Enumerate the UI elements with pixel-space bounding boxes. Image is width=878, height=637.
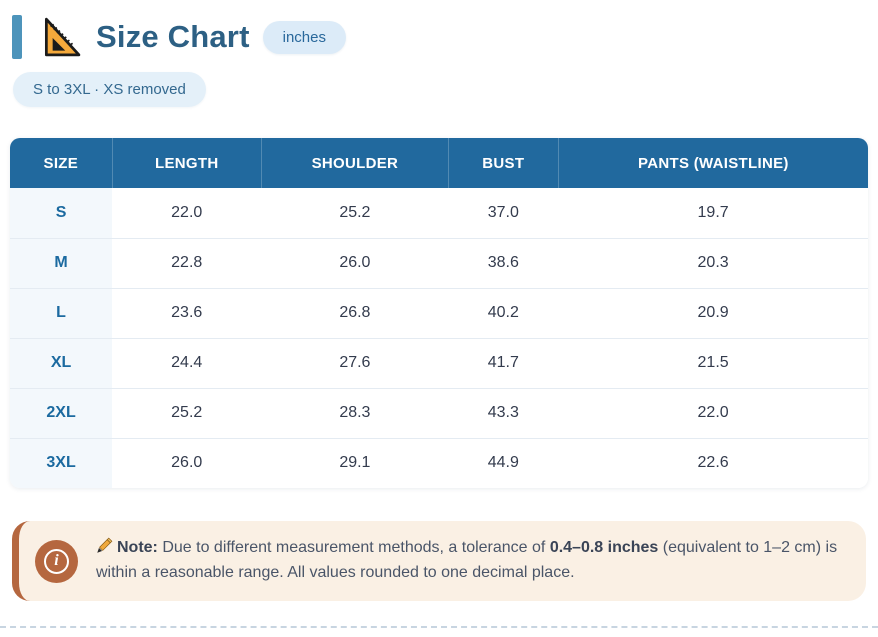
column-header-shoulder: SHOULDER <box>260 138 449 188</box>
bust-value: 43.3 <box>448 387 559 438</box>
size-label: 2XL <box>10 387 113 438</box>
bust-value: 37.0 <box>448 188 559 238</box>
table-row: 2XL 25.2 28.3 43.3 22.0 <box>10 387 868 438</box>
shoulder-value: 28.3 <box>261 387 449 438</box>
note-label: Note: <box>117 539 158 557</box>
length-value: 24.4 <box>112 337 262 388</box>
shoulder-value: 26.8 <box>261 287 449 338</box>
table-header-row: SIZE LENGTH SHOULDER BUST PANTS (WAISTLI… <box>10 138 868 188</box>
bust-value: 38.6 <box>448 237 559 288</box>
column-header-length: LENGTH <box>111 138 262 188</box>
size-label: 3XL <box>10 437 113 488</box>
shoulder-value: 29.1 <box>261 437 449 488</box>
table-row: S 22.0 25.2 37.0 19.7 <box>10 188 868 238</box>
column-header-size: SIZE <box>10 138 113 188</box>
length-value: 25.2 <box>112 387 262 438</box>
pants-value: 20.3 <box>558 237 868 288</box>
size-range-badge: S to 3XL · XS removed <box>13 72 206 107</box>
page-title: Size Chart <box>96 19 250 54</box>
bust-value: 40.2 <box>448 287 559 338</box>
dashed-divider <box>0 626 878 628</box>
unit-badge[interactable]: inches <box>262 20 346 54</box>
pants-value: 22.0 <box>558 387 868 438</box>
note-segment: (equivalent to 1–2 cm) is within a reaso… <box>96 539 838 581</box>
shoulder-value: 26.0 <box>261 237 449 288</box>
note-text: Note: Due to different measurement metho… <box>96 536 842 586</box>
pants-value: 20.9 <box>558 287 868 338</box>
size-label: M <box>10 237 113 288</box>
length-value: 22.8 <box>112 237 262 288</box>
shoulder-value: 25.2 <box>261 188 449 238</box>
size-label: S <box>10 188 113 238</box>
pants-value: 21.5 <box>558 337 868 388</box>
triangle-ruler-icon <box>44 17 81 57</box>
column-header-pants: PANTS (WAISTLINE) <box>557 138 868 188</box>
shoulder-value: 27.6 <box>261 337 449 388</box>
pants-value: 19.7 <box>558 188 868 238</box>
pencil-icon <box>97 537 113 553</box>
column-header-bust: BUST <box>447 138 559 188</box>
size-label: XL <box>10 337 113 388</box>
note-tolerance: 0.4–0.8 inches <box>549 539 659 557</box>
pants-value: 22.6 <box>558 437 868 488</box>
accent-bar <box>12 15 22 59</box>
note-segment: Due to different measurement methods, a … <box>157 539 550 557</box>
info-icon: i <box>35 539 78 583</box>
table-row: 3XL 26.0 29.1 44.9 22.6 <box>10 437 868 488</box>
table-row: M 22.8 26.0 38.6 20.3 <box>10 237 868 288</box>
note-box: i Note: Due to different measurement met… <box>12 521 866 601</box>
length-value: 23.6 <box>112 287 262 338</box>
size-label: L <box>10 287 113 338</box>
size-table: SIZE LENGTH SHOULDER BUST PANTS (WAISTLI… <box>10 138 868 488</box>
table-row: L 23.6 26.8 40.2 20.9 <box>10 287 868 338</box>
length-value: 26.0 <box>112 437 262 488</box>
table-row: XL 24.4 27.6 41.7 21.5 <box>10 337 868 388</box>
length-value: 22.0 <box>112 188 262 238</box>
page-header: Size Chart inches <box>12 15 878 59</box>
bust-value: 41.7 <box>448 337 559 388</box>
info-glyph: i <box>44 548 69 574</box>
bust-value: 44.9 <box>448 437 559 488</box>
size-table-container: SIZE LENGTH SHOULDER BUST PANTS (WAISTLI… <box>10 138 868 488</box>
